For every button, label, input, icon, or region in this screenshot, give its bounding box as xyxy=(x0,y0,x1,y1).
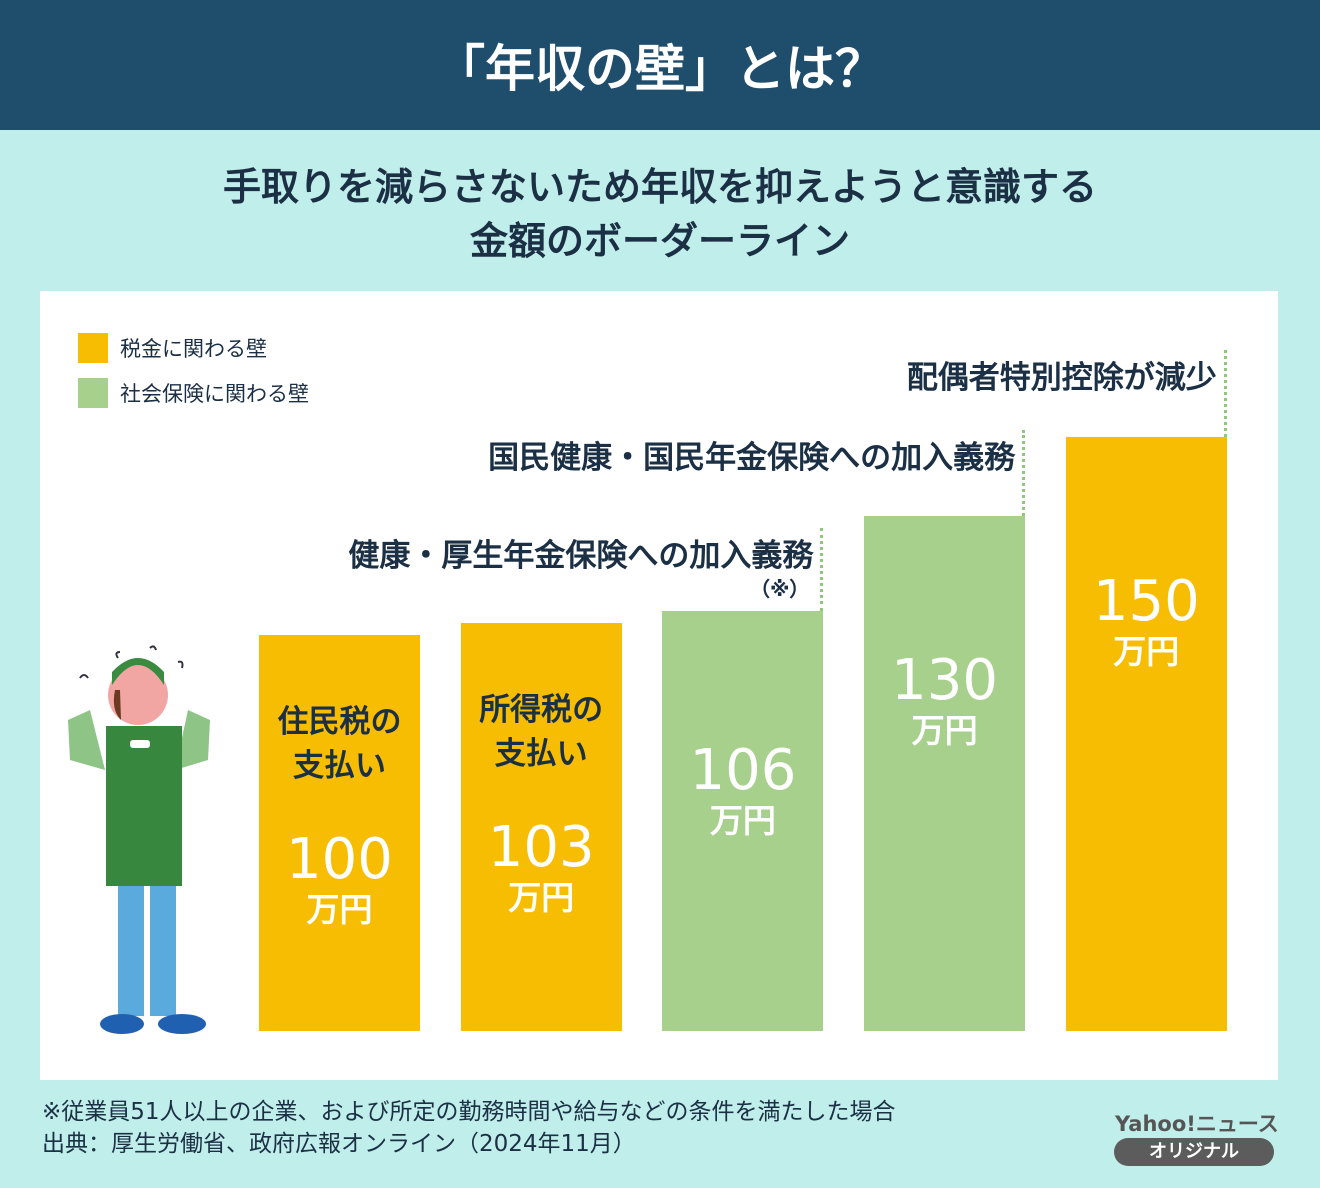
brand-logo: Yahoo!ニュース xyxy=(1115,1112,1279,1136)
annotation-note: （※） xyxy=(749,577,810,601)
legend-tax: 税金に関わる壁 xyxy=(78,333,267,363)
annotation-leader-line xyxy=(1022,430,1026,517)
bar-label: 住民税の 支払い xyxy=(277,704,402,784)
worried-worker-illustration xyxy=(68,645,210,1034)
annotation-leader-line xyxy=(1223,350,1227,437)
brand-badge: オリジナル xyxy=(1114,1138,1274,1166)
bar-unit: 万円 xyxy=(709,801,776,841)
bar-value: 100 xyxy=(286,827,393,892)
bar-106: 106 万円 xyxy=(662,611,824,1031)
bar-value: 150 xyxy=(1092,569,1200,634)
bar-unit: 万円 xyxy=(508,878,575,918)
bar-100: 住民税の 支払い 100 万円 xyxy=(259,635,420,1031)
bar-150: 150 万円 xyxy=(1065,437,1227,1031)
annotation-leader-line xyxy=(820,528,824,612)
bar-value: 103 xyxy=(487,815,595,881)
legend-label: 社会保険に関わる壁 xyxy=(120,382,309,406)
bar-unit: 万円 xyxy=(306,890,373,929)
page-title: 「年収の壁」とは？ xyxy=(0,0,1320,130)
legend-swatch-social xyxy=(78,378,108,408)
bar-103: 所得税の 支払い 103 万円 xyxy=(460,623,622,1031)
legend-swatch-tax xyxy=(78,333,108,363)
annotation-150: 配偶者特別控除が減少 xyxy=(906,360,1217,396)
annotation-106: 健康・厚生年金保険への加入義務 xyxy=(348,538,814,574)
bar-value: 130 xyxy=(891,648,999,714)
bar-unit: 万円 xyxy=(911,711,978,751)
footnote: ※従業員51人以上の企業、および所定の勤務時間や給与などの条件を満たした場合 xyxy=(42,1099,896,1125)
subtitle-line-2: 金額のボーダーライン xyxy=(469,219,850,263)
bar-value: 106 xyxy=(689,738,797,804)
subtitle-line-1: 手取りを減らさないため年収を抑えようと意識する xyxy=(222,165,1097,209)
bar-unit: 万円 xyxy=(1113,632,1180,671)
bar-130: 130 万円 xyxy=(864,516,1026,1031)
legend-label: 税金に関わる壁 xyxy=(120,337,267,361)
bar-label: 所得税の 支払い xyxy=(479,692,604,773)
annotation-130: 国民健康・国民年金保険への加入義務 xyxy=(488,440,1016,476)
legend-social: 社会保険に関わる壁 xyxy=(78,378,309,408)
source: 出典：厚生労働省、政府広報オンライン（2024年11月） xyxy=(42,1131,636,1157)
subtitle: 手取りを減らさないため年収を抑えようと意識する 金額のボーダーライン xyxy=(0,160,1320,268)
